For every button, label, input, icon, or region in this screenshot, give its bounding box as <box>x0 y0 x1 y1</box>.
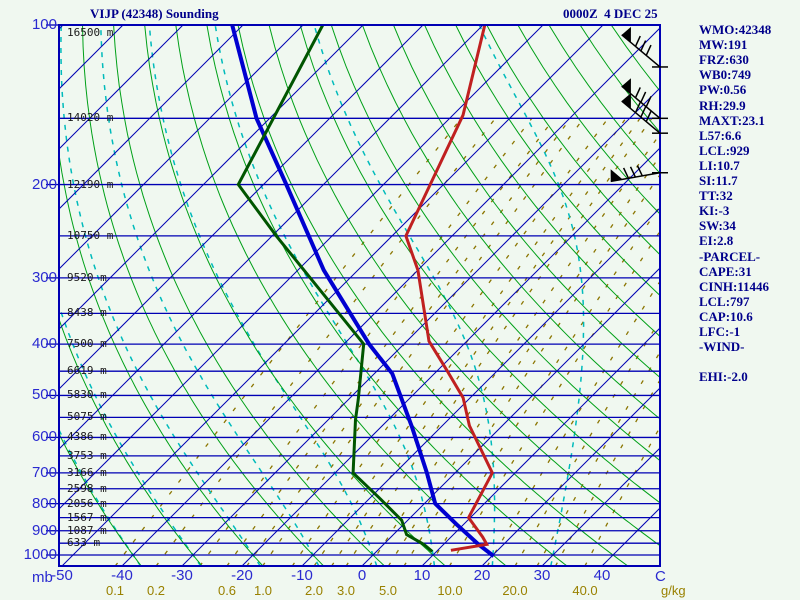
wind-barb <box>621 26 661 68</box>
index-line: EI:2.8 <box>699 233 734 249</box>
index-line: SI:11.7 <box>699 173 738 188</box>
index-line: MAXT:23.1 <box>699 112 765 128</box>
altitude-label: 1567 m <box>67 511 107 524</box>
altitude-label: 6619 m <box>67 364 107 377</box>
mixing-ratio-label: 0.6 <box>217 583 237 598</box>
altitude-label: 5075 m <box>67 410 107 423</box>
wind-barb <box>610 165 661 183</box>
index-line: EHI:-2.0 <box>699 369 748 385</box>
pressure-tick-label: 800 <box>31 495 57 512</box>
pressure-tick-label: 400 <box>31 335 57 352</box>
pressure-tick-label: 100 <box>31 16 57 33</box>
pressure-tick-label: 300 <box>31 269 57 286</box>
index-line: LCL:797 <box>699 293 750 309</box>
index-line: KI:-3 <box>699 203 730 219</box>
altitude-label: 12190 m <box>67 178 114 191</box>
altitude-label: 14020 m <box>67 111 114 124</box>
mixing-ratio-label: 40.0 <box>572 583 598 598</box>
index-line: RH:29.9 <box>699 97 746 113</box>
pressure-tick-label: 600 <box>31 428 57 445</box>
index-line: LCL:929 <box>699 142 750 158</box>
index-line: WB0:749 <box>699 67 751 83</box>
temp-tick-label: -10 <box>291 567 313 584</box>
temp-tick-label: 40 <box>593 567 611 584</box>
altitude-label: 1087 m <box>67 524 107 537</box>
mixing-unit-label: g/kg <box>661 583 686 598</box>
index-line: -WIND- <box>699 339 745 355</box>
index-line: CINH:11446 <box>699 278 770 294</box>
mixing-ratio-label: 2.0 <box>304 583 324 598</box>
altitude-label: 10750 m <box>67 229 114 242</box>
altitude-label: 2598 m <box>67 482 107 495</box>
wind-barb <box>621 78 661 119</box>
mixing-ratio-label: 5.0 <box>378 583 398 598</box>
index-line: SW:34 <box>699 218 736 234</box>
index-line: L57:6.6 <box>699 127 742 143</box>
index-line <box>699 354 799 369</box>
mixing-ratio-label: 0.1 <box>105 583 125 598</box>
index-line: CAP:10.6 <box>699 308 753 324</box>
mixing-ratio-label: 1.0 <box>253 583 273 598</box>
temp-tick-label: -40 <box>111 567 133 584</box>
page-title: VIJP (42348) Sounding <box>90 6 219 21</box>
index-line: FRZ:630 <box>699 52 749 68</box>
altitude-label: 3166 m <box>67 466 107 479</box>
pressure-tick-label: 700 <box>31 464 57 481</box>
altitude-label: 8438 m <box>67 306 107 319</box>
index-line: LFC:-1 <box>699 324 741 339</box>
pressure-tick-label: 200 <box>31 176 57 193</box>
valid-datetime: 0000Z 4 DEC 25 <box>563 6 658 21</box>
mixing-ratio-label: 0.2 <box>146 583 166 598</box>
temp-tick-label: 30 <box>533 567 551 584</box>
altitude-label: 633 m <box>67 536 101 549</box>
index-line: LI:10.7 <box>699 157 740 173</box>
mixing-ratio-label: 20.0 <box>502 583 528 598</box>
temp-tick-label: 0 <box>357 567 367 584</box>
index-line: PW:0.56 <box>699 82 747 98</box>
altitude-label: 2056 m <box>67 497 107 510</box>
altitude-label: 7500 m <box>67 337 107 350</box>
temp-tick-label: -20 <box>231 567 253 584</box>
index-line: CAPE:31 <box>699 263 752 279</box>
temp-tick-label: -50 <box>51 567 73 584</box>
temp-tick-label: -30 <box>171 567 193 584</box>
index-line: TT:32 <box>699 188 733 204</box>
altitude-label: 4386 m <box>67 430 107 443</box>
temp-unit-label: C <box>655 568 666 585</box>
altitude-label: 5830 m <box>67 388 107 401</box>
temp-tick-label: 20 <box>473 567 491 584</box>
mixing-ratio-label: 10.0 <box>437 583 463 598</box>
altitude-label: 3753 m <box>67 449 107 462</box>
pressure-tick-label: 900 <box>31 522 57 539</box>
temp-tick-label: 10 <box>413 567 431 584</box>
wind-barb <box>621 93 661 134</box>
mixing-ratio-label: 3.0 <box>336 583 356 598</box>
pressure-unit-label: mb <box>32 569 53 586</box>
altitude-label: 16500 m <box>67 26 114 39</box>
altitude-label: 9520 m <box>67 271 107 284</box>
pressure-tick-label: 500 <box>31 386 57 403</box>
index-line: WMO:42348 <box>699 22 772 37</box>
pressure-tick-label: 1000 <box>23 546 57 563</box>
index-line: MW:191 <box>699 37 748 53</box>
index-line: -PARCEL- <box>699 248 761 264</box>
